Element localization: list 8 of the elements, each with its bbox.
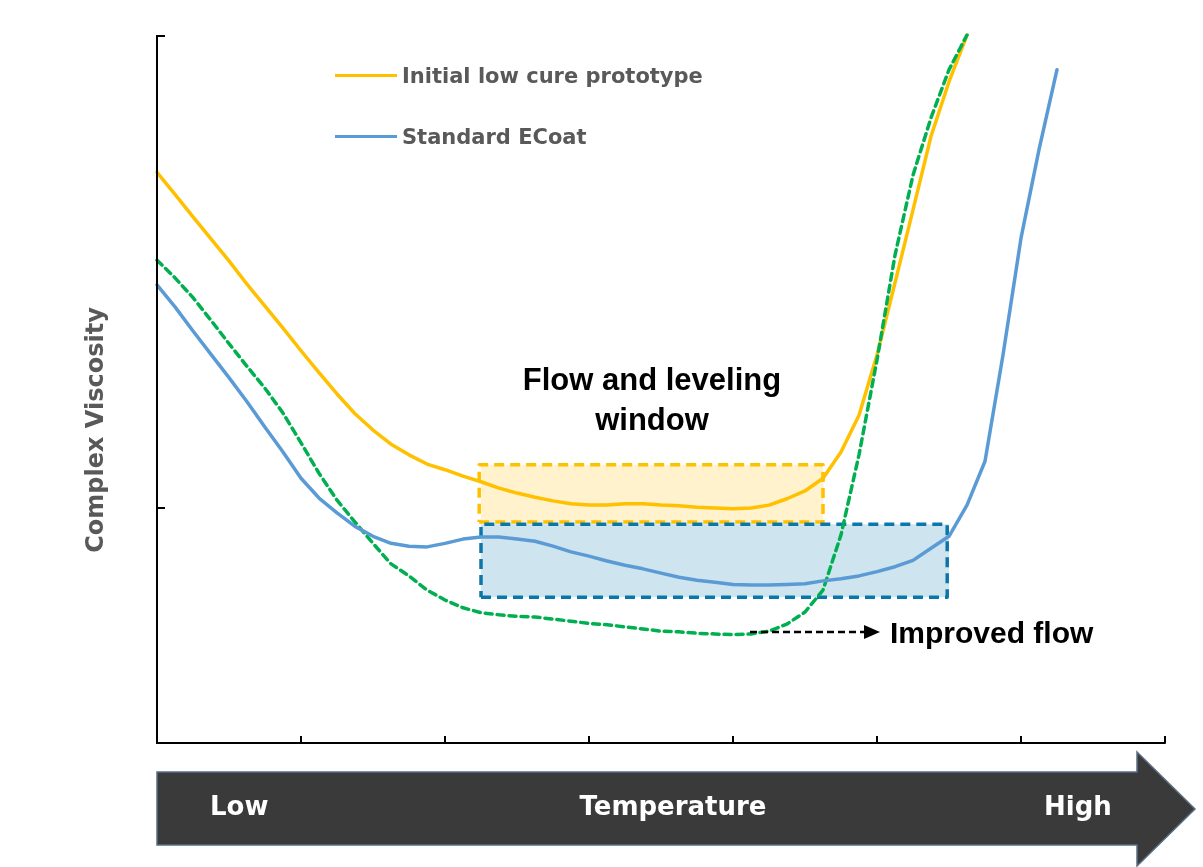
legend-label: Standard ECoat xyxy=(402,124,587,149)
annotation: Improved flow xyxy=(890,616,1094,650)
y-axis-title: Complex Viscosity xyxy=(81,307,109,553)
x-axis-title: Temperature xyxy=(579,791,767,821)
text: High xyxy=(1044,791,1112,821)
text: Low xyxy=(210,791,269,821)
annotation: Flow and leveling window xyxy=(522,361,782,439)
legend-label: Initial low cure prototype xyxy=(402,63,703,88)
